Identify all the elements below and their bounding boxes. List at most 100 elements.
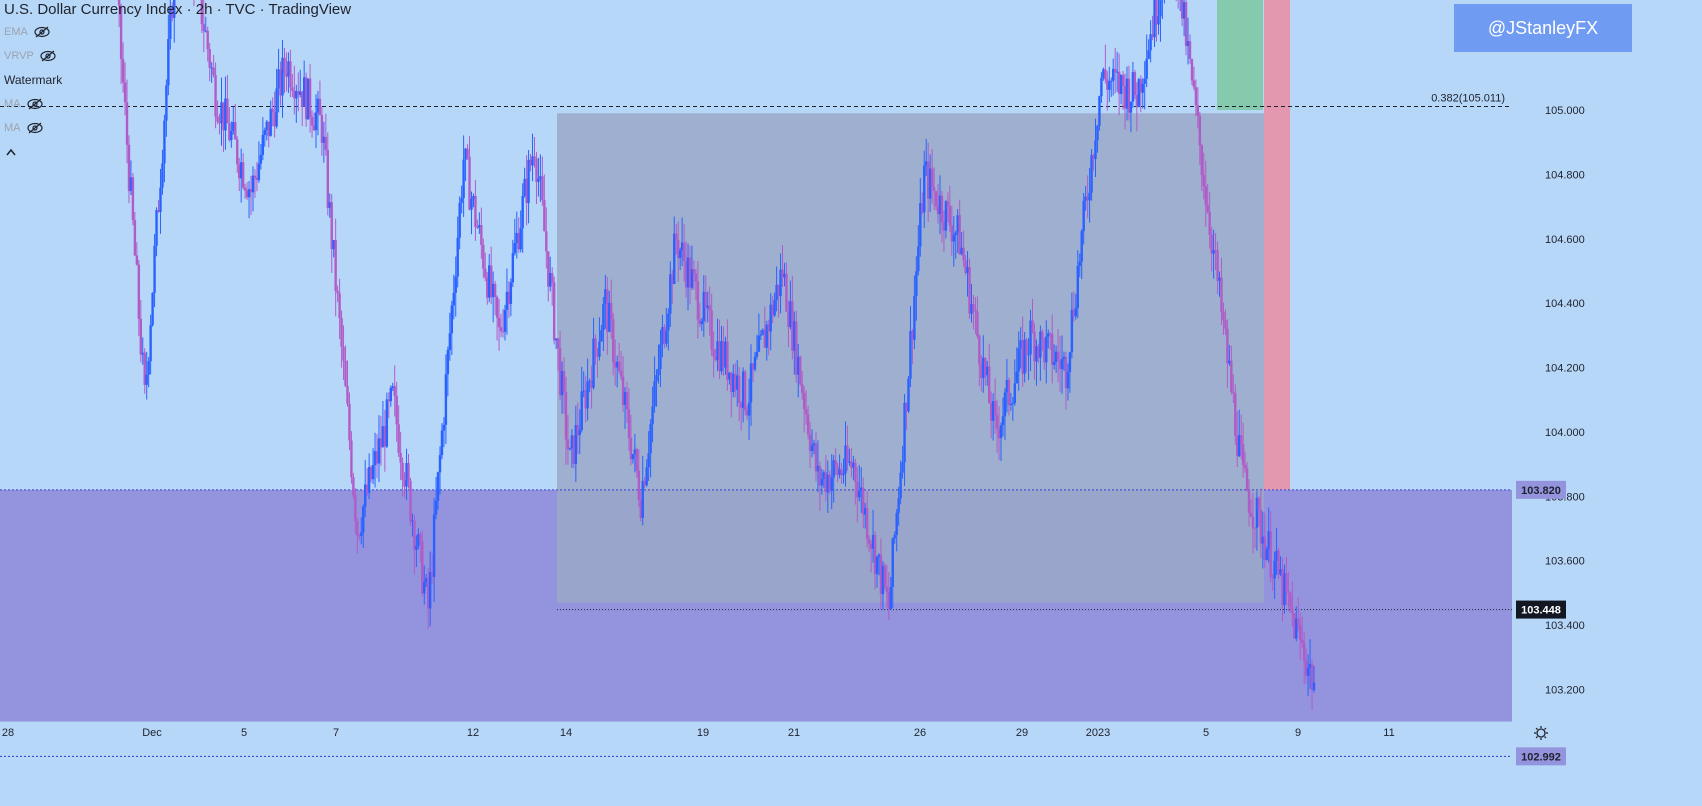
candle-body (722, 341, 725, 368)
candle-body (330, 202, 333, 250)
candle-body (667, 313, 670, 331)
candle-body (167, 38, 170, 86)
candle-body (862, 487, 865, 515)
indicator-ema[interactable]: EMA (4, 20, 351, 44)
candle-body (594, 338, 597, 350)
candle-body (558, 347, 562, 396)
candle-body (631, 454, 635, 460)
candle-body (299, 91, 302, 95)
gear-icon[interactable] (1536, 728, 1546, 738)
candle-body (702, 292, 705, 322)
candle-body (1094, 140, 1097, 159)
candle-body (1021, 340, 1024, 374)
x-tick-label: 29 (1016, 727, 1028, 739)
eye-hidden-icon[interactable] (26, 98, 43, 110)
candle-body (202, 24, 205, 32)
candle-body (852, 462, 855, 468)
eye-hidden-icon[interactable] (34, 26, 50, 38)
candle-body (875, 556, 879, 575)
candle-body (954, 232, 957, 236)
candle-body (934, 191, 938, 207)
candle-body (732, 373, 735, 392)
candle-body (407, 463, 410, 481)
chevron-up-icon[interactable] (4, 147, 18, 157)
indicator-ma-1[interactable]: MA (4, 92, 351, 116)
candle-body (728, 372, 731, 380)
candle-body (1007, 379, 1011, 406)
candle-body (389, 387, 392, 402)
candle-body (423, 582, 426, 594)
candle-body (980, 364, 983, 379)
indicator-vrvp[interactable]: VRVP (4, 44, 351, 68)
candle-body (226, 98, 229, 123)
candle-body (484, 268, 487, 278)
candle-body (1017, 348, 1020, 372)
candle-body (885, 586, 889, 593)
x-tick-label: 7 (333, 727, 339, 739)
candle-body (781, 269, 784, 278)
candle-body (1202, 175, 1205, 187)
candle-body (560, 370, 564, 396)
candle-body (1047, 333, 1050, 337)
candle-body (1279, 569, 1282, 575)
candle-body (873, 535, 877, 575)
candle-body (117, 0, 121, 6)
price-label: 103.820 (1521, 485, 1561, 497)
candle-body (1037, 346, 1040, 358)
candle-body (1019, 340, 1022, 349)
candle-body (623, 392, 627, 405)
candle-body (1023, 339, 1026, 374)
candle-body (592, 338, 595, 388)
candle-body (403, 480, 406, 487)
candle-body (228, 122, 231, 141)
candle-body (1115, 71, 1119, 73)
eye-hidden-icon[interactable] (40, 50, 56, 62)
candle-body (824, 472, 828, 493)
candle-body (245, 190, 249, 198)
candle-body (1153, 0, 1156, 38)
candle-body (1041, 331, 1044, 340)
candle-body (580, 391, 583, 431)
indicator-ma-2[interactable]: MA (4, 116, 351, 140)
candle-body (210, 67, 213, 69)
candle-body (340, 318, 343, 347)
collapse-legend-button[interactable] (4, 140, 351, 164)
candle-body (308, 78, 312, 118)
candle-body (1068, 352, 1072, 373)
candle-body (1277, 550, 1280, 575)
candle-body (1113, 68, 1117, 73)
candle-body (383, 426, 387, 447)
candle-body (1139, 79, 1142, 93)
candle-body (348, 403, 351, 441)
candle-body (208, 49, 211, 68)
candle-body (135, 255, 139, 265)
candle-body (669, 274, 672, 314)
indicator-label: EMA (4, 26, 28, 38)
candle-body (944, 201, 948, 231)
candle-body (283, 57, 286, 73)
candle-body (799, 356, 802, 385)
candle-body (436, 472, 440, 501)
candle-body (568, 448, 572, 450)
candle-body (738, 375, 741, 403)
eye-hidden-icon[interactable] (26, 122, 43, 134)
indicator-label: MA (4, 122, 21, 134)
candle-body (428, 572, 432, 609)
candle-body (1151, 34, 1154, 38)
candle-body (275, 88, 278, 127)
candle-body (1267, 531, 1270, 550)
candle-body (881, 565, 885, 594)
candle-body (1259, 509, 1263, 544)
candle-body (629, 437, 633, 460)
candle-body (216, 116, 219, 122)
candle-body (615, 361, 619, 368)
candle-body (1310, 663, 1314, 691)
candle-body (139, 318, 142, 355)
indicator-watermark[interactable]: Watermark (4, 68, 351, 92)
candle-body (1100, 77, 1103, 97)
candle-body (919, 203, 922, 247)
candle-body (541, 176, 544, 200)
candle-body (200, 0, 204, 25)
candle-body (454, 276, 457, 293)
